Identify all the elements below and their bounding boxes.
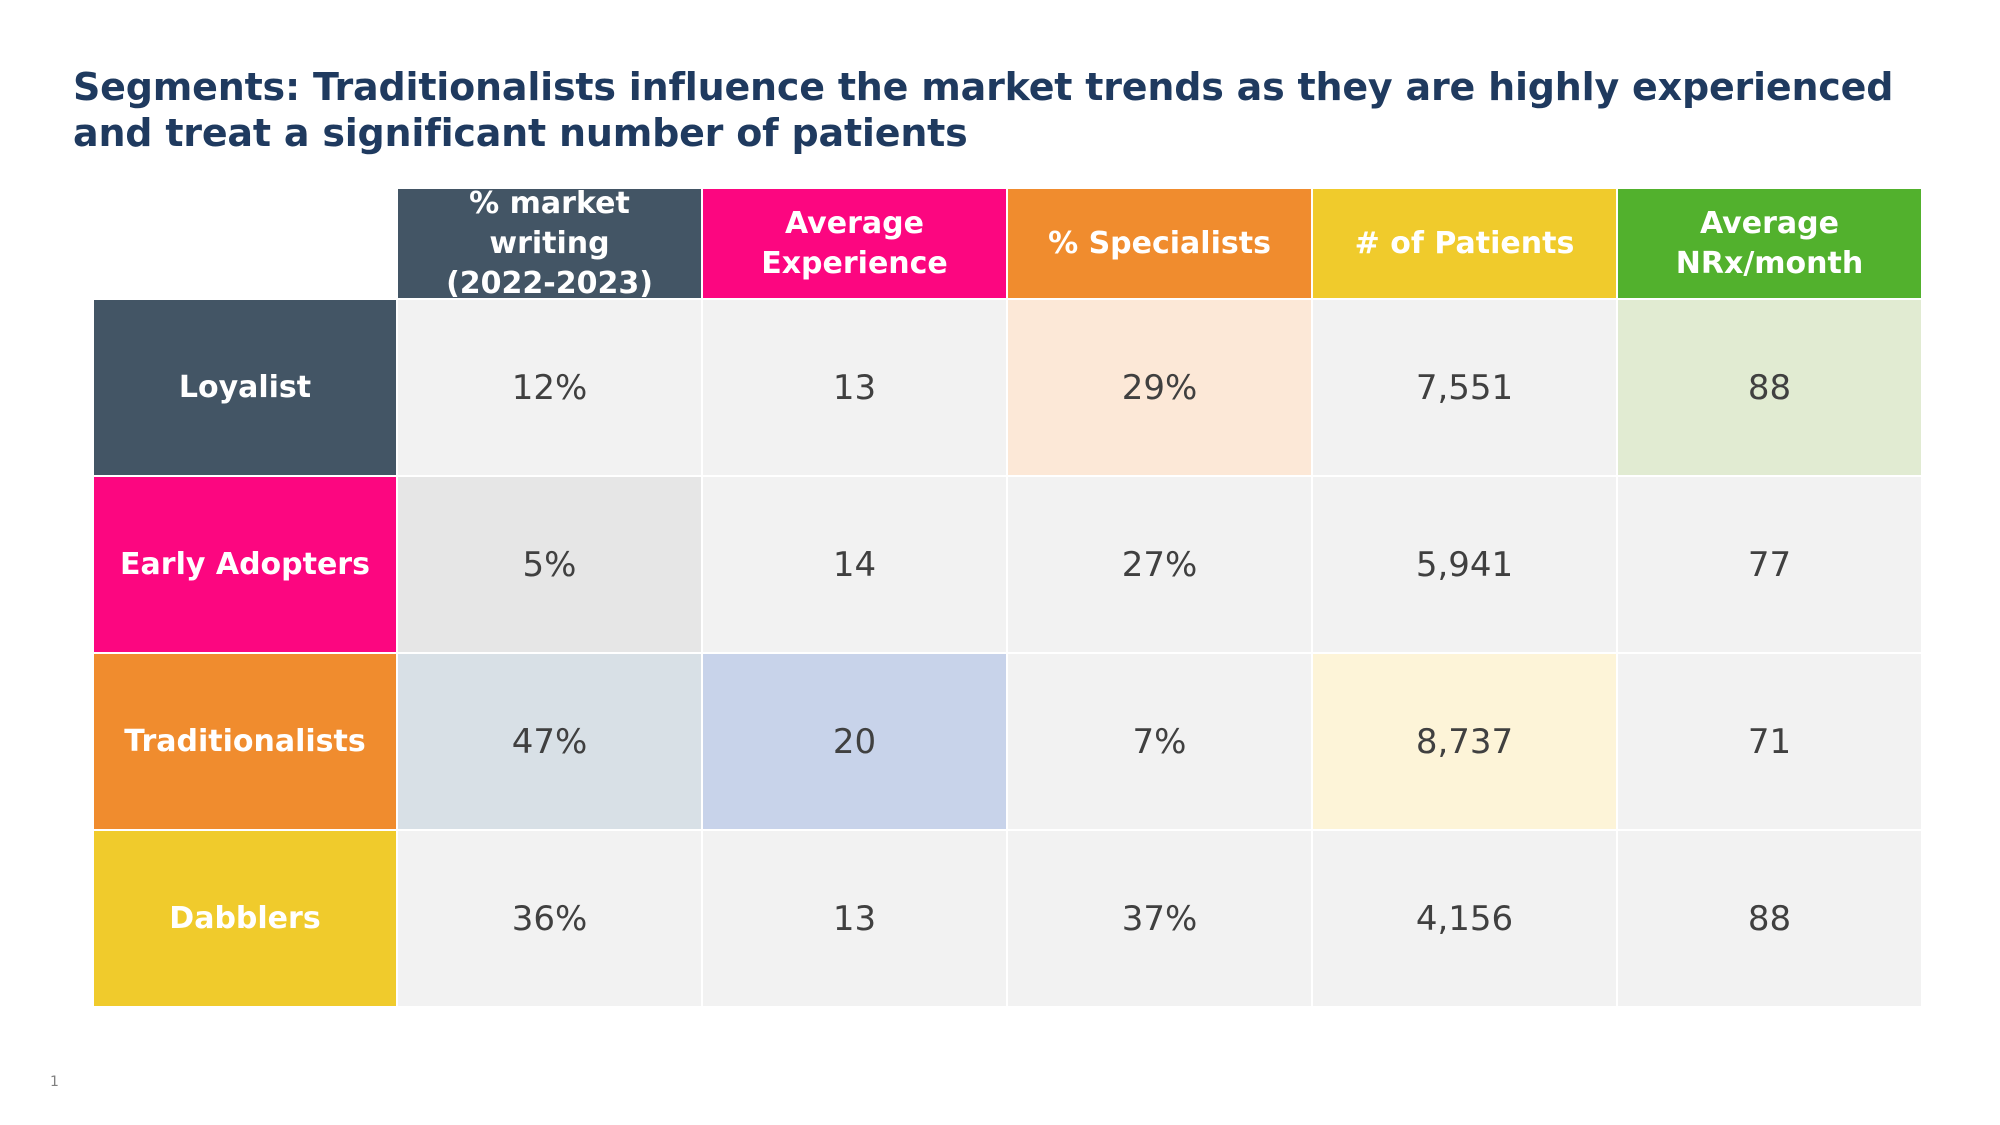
table-cell: 88 bbox=[1618, 831, 1923, 1008]
column-header-specialists: % Specialists bbox=[1008, 189, 1313, 300]
column-header-average-experience: Average Experience bbox=[703, 189, 1008, 300]
row-header-early-adopters: Early Adopters bbox=[94, 477, 398, 654]
table-cell: 20 bbox=[703, 654, 1008, 831]
segments-table: % market writing (2022-2023) Average Exp… bbox=[94, 186, 1923, 1008]
table-cell: 29% bbox=[1008, 300, 1313, 477]
slide-title: Segments: Traditionalists influence the … bbox=[73, 65, 1894, 155]
row-header-traditionalists: Traditionalists bbox=[94, 654, 398, 831]
table-cell: 13 bbox=[703, 831, 1008, 1008]
table-cell: 8,737 bbox=[1313, 654, 1618, 831]
table-cell: 71 bbox=[1618, 654, 1923, 831]
page-number: 1 bbox=[50, 1074, 59, 1090]
table-cell: 47% bbox=[398, 654, 703, 831]
table-cell: 14 bbox=[703, 477, 1008, 654]
table-cell: 4,156 bbox=[1313, 831, 1618, 1008]
column-header-nrx-month: Average NRx/month bbox=[1618, 189, 1923, 300]
table-cell: 7% bbox=[1008, 654, 1313, 831]
table-cell: 36% bbox=[398, 831, 703, 1008]
table-cell: 12% bbox=[398, 300, 703, 477]
row-header-loyalist: Loyalist bbox=[94, 300, 398, 477]
table-cell: 5% bbox=[398, 477, 703, 654]
table-corner bbox=[94, 189, 398, 300]
table-cell: 5,941 bbox=[1313, 477, 1618, 654]
table-cell: 27% bbox=[1008, 477, 1313, 654]
table-cell: 13 bbox=[703, 300, 1008, 477]
column-header-market-writing: % market writing (2022-2023) bbox=[398, 186, 703, 301]
column-header-patients: # of Patients bbox=[1313, 189, 1618, 300]
table-cell: 77 bbox=[1618, 477, 1923, 654]
row-header-dabblers: Dabblers bbox=[94, 831, 398, 1008]
table-cell: 37% bbox=[1008, 831, 1313, 1008]
table-cell: 7,551 bbox=[1313, 300, 1618, 477]
table-cell: 88 bbox=[1618, 300, 1923, 477]
